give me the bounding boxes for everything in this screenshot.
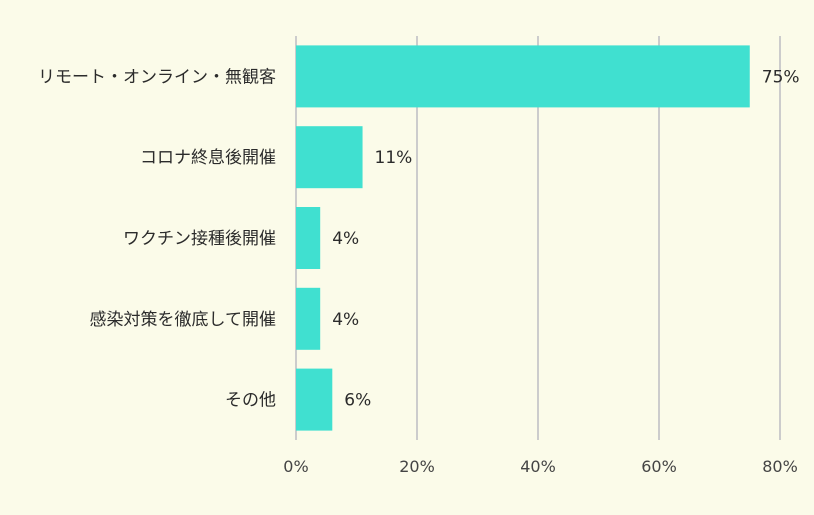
category-label: ワクチン接種後開催 — [123, 229, 276, 249]
x-tick-label: 80% — [762, 457, 798, 476]
data-label: 4% — [332, 229, 359, 249]
bar — [296, 368, 333, 431]
bar — [296, 126, 363, 189]
x-tick-label: 60% — [641, 457, 677, 476]
x-tick-label: 40% — [520, 457, 556, 476]
bar — [296, 287, 321, 350]
x-tick-label: 0% — [283, 457, 308, 476]
category-label: 感染対策を徹底して開催 — [90, 310, 277, 330]
bar — [296, 207, 321, 269]
data-label: 6% — [344, 391, 371, 411]
data-label: 4% — [332, 310, 359, 330]
x-tick-label: 20% — [399, 457, 435, 476]
data-label: 11% — [375, 148, 413, 168]
category-label: リモート・オンライン・無観客 — [38, 67, 276, 87]
category-label: その他 — [225, 391, 276, 411]
bar — [296, 45, 750, 108]
category-label: コロナ終息後開催 — [140, 148, 276, 168]
data-label: 75% — [762, 67, 800, 87]
